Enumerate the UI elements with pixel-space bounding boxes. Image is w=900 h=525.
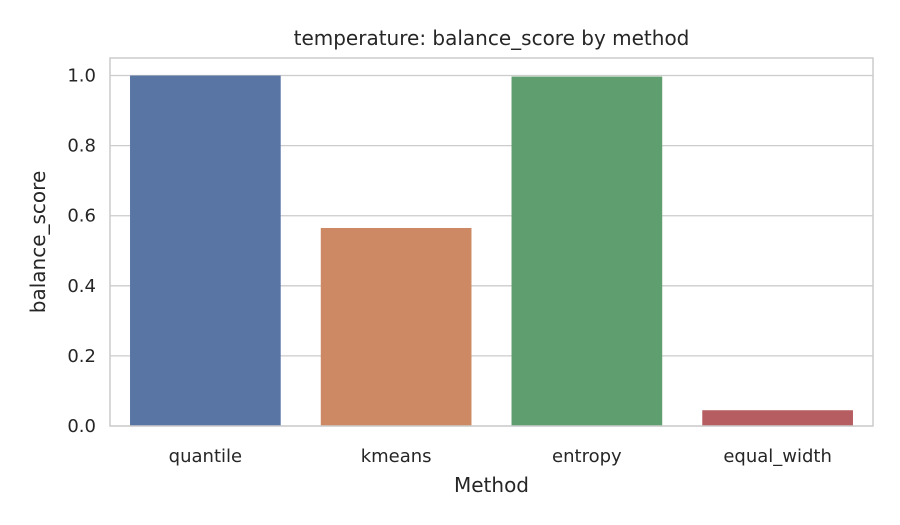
x-tick-label: kmeans <box>361 446 432 467</box>
bar-quantile <box>130 75 281 427</box>
bar-kmeans <box>320 227 472 426</box>
chart-title: temperature: balance_score by method <box>294 26 690 50</box>
y-tick-label: 0.2 <box>67 346 96 367</box>
bar-entropy <box>511 76 663 426</box>
y-tick-label: 1.0 <box>67 66 96 87</box>
y-tick-label: 0.6 <box>67 206 96 227</box>
x-tick-label: entropy <box>552 446 622 467</box>
x-tick-label: quantile <box>169 446 242 467</box>
y-tick-labels: 0.0 0.2 0.4 0.6 0.8 1.0 <box>67 66 96 437</box>
bars <box>130 75 853 427</box>
y-tick-label: 0.4 <box>67 276 96 297</box>
y-tick-label: 0.0 <box>67 416 96 437</box>
y-axis-label: balance_score <box>26 171 50 313</box>
x-tick-label: equal_width <box>723 446 832 467</box>
x-tick-labels: quantile kmeans entropy equal_width <box>169 446 832 467</box>
y-tick-label: 0.8 <box>67 136 96 157</box>
plot-frame <box>109 57 874 427</box>
bar-equal-width <box>702 410 853 426</box>
x-axis-label: Method <box>454 473 529 497</box>
